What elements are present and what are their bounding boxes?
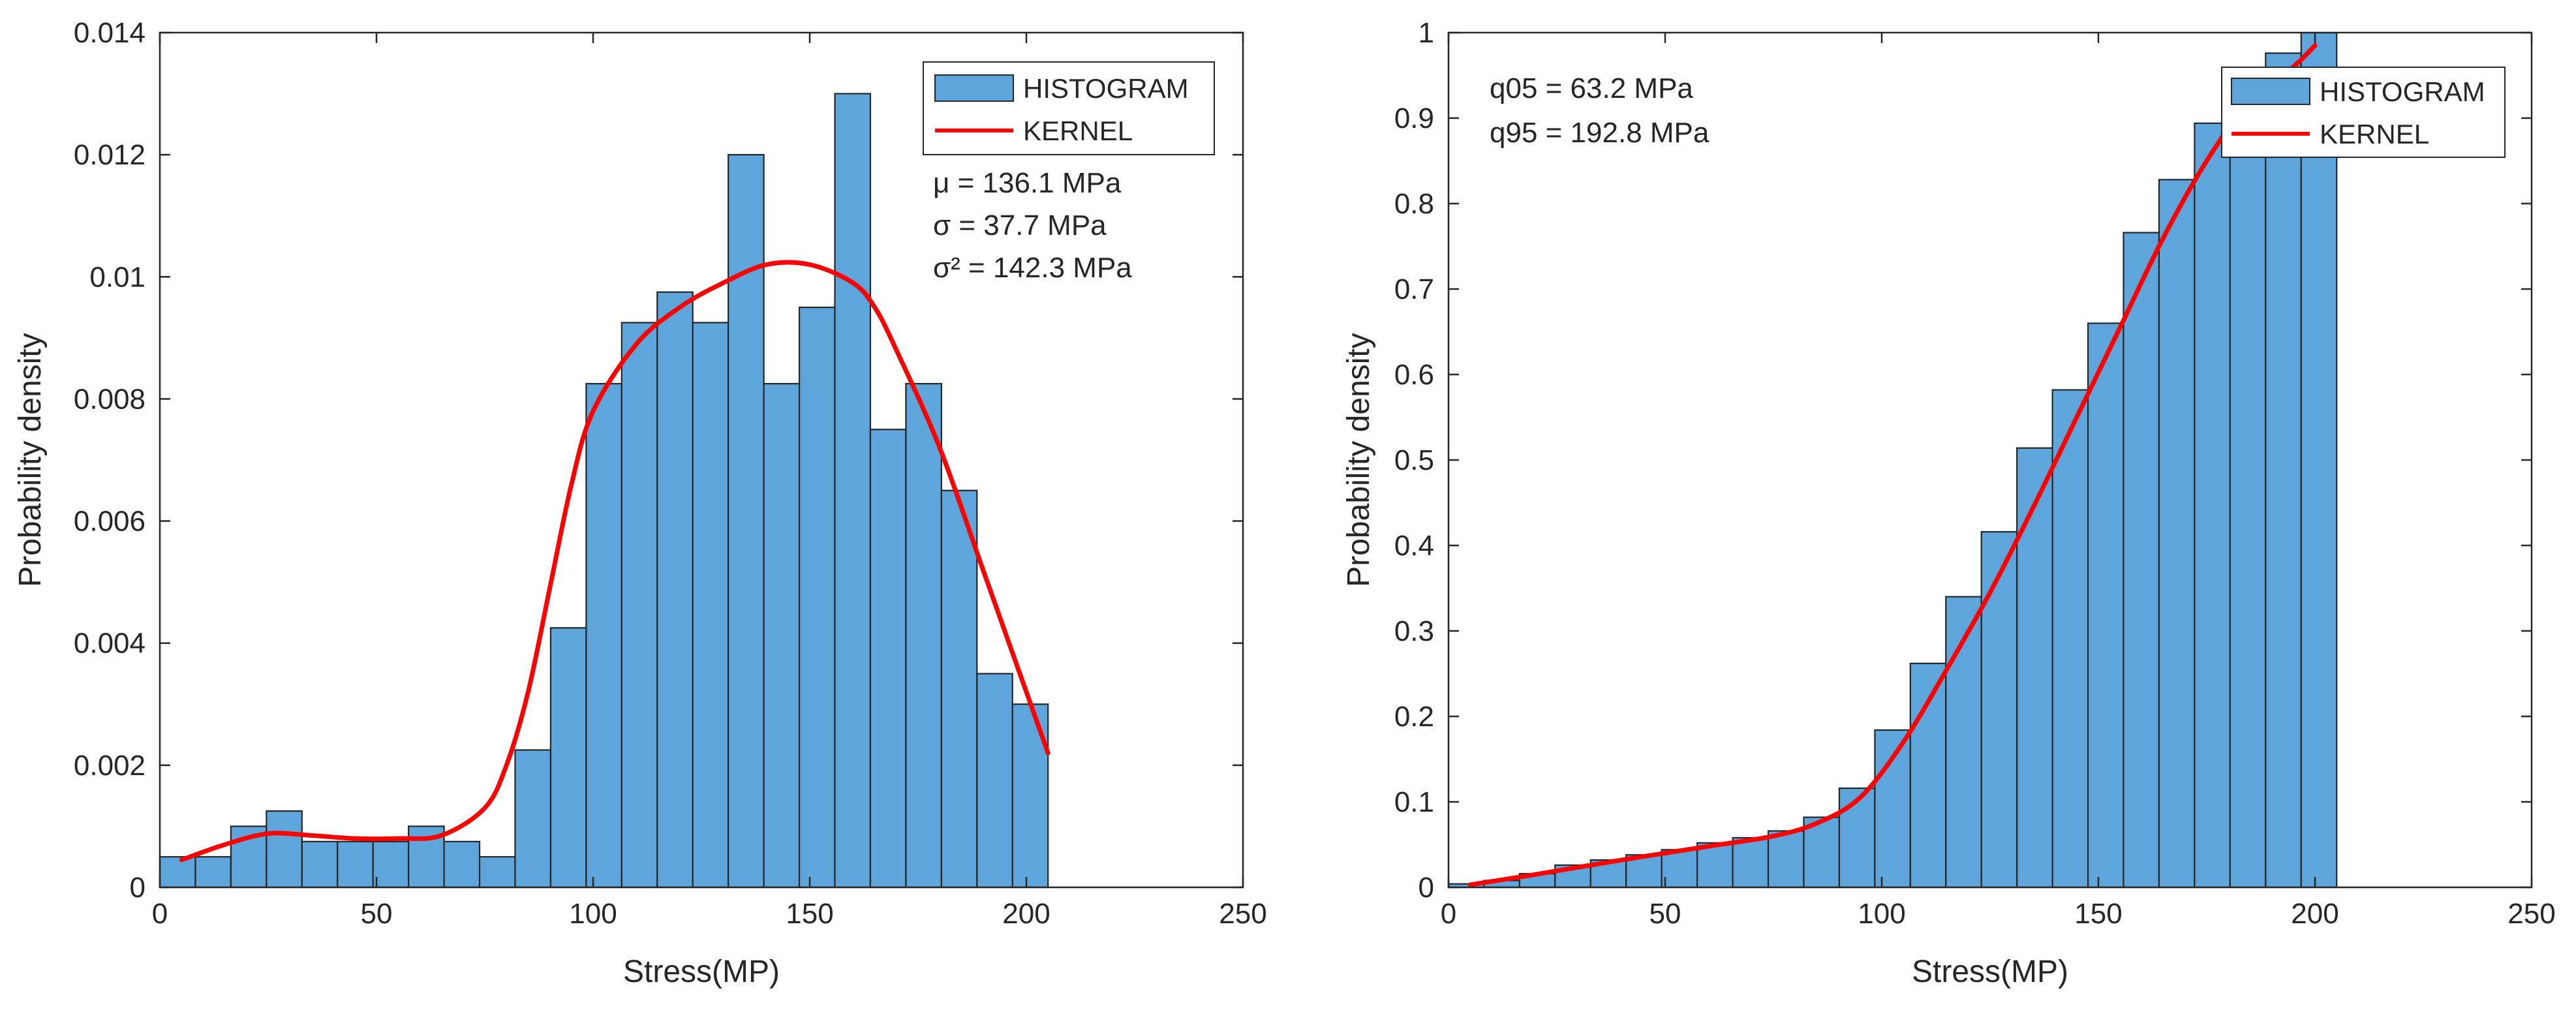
left-y-tick-label-1: 0.002 [74,750,146,782]
right-histogram-bar-16 [2016,447,2053,889]
left-annotation-std: σ = 37.7 MPa [933,209,1107,241]
left-y-tick-label-5: 0.01 [89,261,146,293]
left-y-axis-label: Probability density [13,333,48,587]
left-histogram-bar-6 [372,840,410,889]
left-histogram-bar-0 [159,856,196,889]
left-annotation-mean: μ = 136.1 MPa [933,167,1122,199]
left-y-tick-label-2: 0.004 [74,628,146,660]
left-histogram-bar-21 [905,382,942,889]
left-histogram-bar-22 [940,489,978,889]
right-histogram-bar-24 [2300,31,2338,889]
left-histogram-bar-5 [337,840,374,889]
left-chart-panel: 0 50 100 150 200 250 0 0.002 0.004 0.006 0.008 0.0… [13,17,1267,989]
right-x-ticks: 0 50 100 150 200 250 [1441,33,2556,930]
left-histogram-bar-19 [834,93,872,889]
left-histogram-bar-9 [478,856,516,889]
right-histogram-bar-8 [1732,836,1770,889]
right-kernel-curve [1467,43,2318,887]
left-x-tick-label-5: 250 [1219,898,1266,930]
left-legend-kernel-label: KERNEL [1023,115,1133,146]
right-y-tick-label-6: 0.6 [1394,359,1434,391]
right-y-tick-label-8: 0.8 [1394,188,1434,220]
left-y-tick-label-0: 0 [130,872,146,904]
left-histogram-bar-14 [656,291,694,889]
right-x-axis-label: Stress(MP) [1912,955,2068,989]
right-legend-kernel-label: KERNEL [2320,119,2429,149]
right-y-axis-label: Probability density [1342,333,1376,587]
right-histogram-bar-9 [1767,830,1805,889]
right-histogram-bar-18 [2087,322,2124,889]
right-y-tick-label-3: 0.3 [1394,615,1434,647]
right-kernel-line [1467,43,2318,887]
right-y-tick-label-2: 0.2 [1394,701,1434,733]
right-x-tick-label-1: 50 [1649,898,1681,930]
right-y-tick-label-0: 0 [1418,872,1434,904]
right-histogram-bar-20 [2158,179,2196,889]
right-x-tick-label-5: 250 [2507,898,2555,930]
left-y-tick-label-4: 0.008 [74,383,146,415]
right-histogram-bar-7 [1696,842,1734,889]
left-histogram-bar-8 [443,840,481,889]
right-x-tick-label-3: 150 [2074,898,2122,930]
left-histogram-bars [159,93,1049,889]
left-legend-histogram-label: HISTOGRAM [1023,73,1189,104]
right-histogram-bar-6 [1661,849,1698,889]
right-histogram-bar-11 [1838,787,1876,889]
left-histogram-bar-11 [549,627,587,889]
right-chart-panel: 0 50 100 150 200 250 0 0.1 0.2 0.3 0.4 0.5 0.6 0.7 0.… [1342,17,2556,989]
left-histogram-bar-23 [976,673,1013,889]
right-y-ticks: 0 0.1 0.2 0.3 0.4 0.5 0.6 0.7 0.8 0.9 1 [1394,17,2532,904]
right-y-tick-label-1: 0.1 [1394,786,1434,818]
left-histogram-bar-4 [301,840,339,889]
left-kernel-curve [179,260,1050,863]
left-histogram-bar-20 [869,429,907,889]
right-legend: HISTOGRAM KERNEL [2221,67,2506,158]
left-histogram-bar-15 [692,322,729,889]
left-axes-box [159,31,1244,889]
left-kernel-line [179,260,1050,863]
left-y-tick-label-7: 0.014 [74,17,146,49]
right-legend-histogram-swatch [2231,78,2310,105]
left-x-tick-label-4: 200 [1002,898,1050,930]
right-legend-histogram-label: HISTOGRAM [2320,76,2485,107]
right-y-tick-label-10: 1 [1418,17,1434,49]
left-legend-histogram-swatch [934,74,1014,102]
left-histogram-bar-3 [266,810,303,889]
right-y-tick-label-5: 0.5 [1394,444,1434,476]
left-x-tick-label-0: 0 [152,898,168,930]
right-y-tick-label-7: 0.7 [1394,273,1434,305]
left-y-tick-label-3: 0.006 [74,506,146,538]
left-annotation-variance: σ² = 142.3 MPa [933,252,1132,284]
right-histogram-bar-15 [1980,530,2018,889]
right-annotation-q95: q95 = 192.8 MPa [1490,117,1710,149]
right-y-tick-label-4: 0.4 [1394,530,1434,562]
right-histogram-bar-13 [1909,662,1947,889]
right-x-tick-label-0: 0 [1441,898,1456,930]
right-y-tick-label-9: 0.9 [1394,102,1434,134]
left-y-tick-label-6: 0.012 [74,139,146,171]
left-x-axis-label: Stress(MP) [623,955,780,989]
left-histogram-bar-17 [763,382,801,889]
right-histogram-bar-23 [2265,52,2302,889]
right-histogram-bar-17 [2051,389,2089,889]
left-histogram-bar-10 [514,749,552,889]
left-histogram-bar-12 [585,382,622,889]
left-x-ticks: 0 50 100 150 200 250 [152,33,1267,930]
right-x-tick-label-2: 100 [1858,898,1905,930]
left-histogram-bar-18 [798,306,836,889]
left-histogram-bar-1 [194,856,232,889]
left-x-tick-label-3: 150 [786,898,833,930]
left-y-ticks: 0 0.002 0.004 0.006 0.008 0.01 0.012 0.014 [74,17,1243,904]
right-annotation-q05: q05 = 63.2 MPa [1490,72,1693,104]
left-x-tick-label-2: 100 [569,898,617,930]
right-histogram-bar-22 [2229,76,2267,889]
right-histogram-bar-12 [1874,729,1911,889]
right-histogram-bar-21 [2194,122,2231,889]
right-histogram-bar-19 [2123,232,2160,889]
right-x-tick-label-4: 200 [2291,898,2338,930]
left-histogram-bar-13 [621,322,658,889]
left-x-tick-label-1: 50 [361,898,393,930]
left-legend: HISTOGRAM KERNEL [923,61,1215,155]
